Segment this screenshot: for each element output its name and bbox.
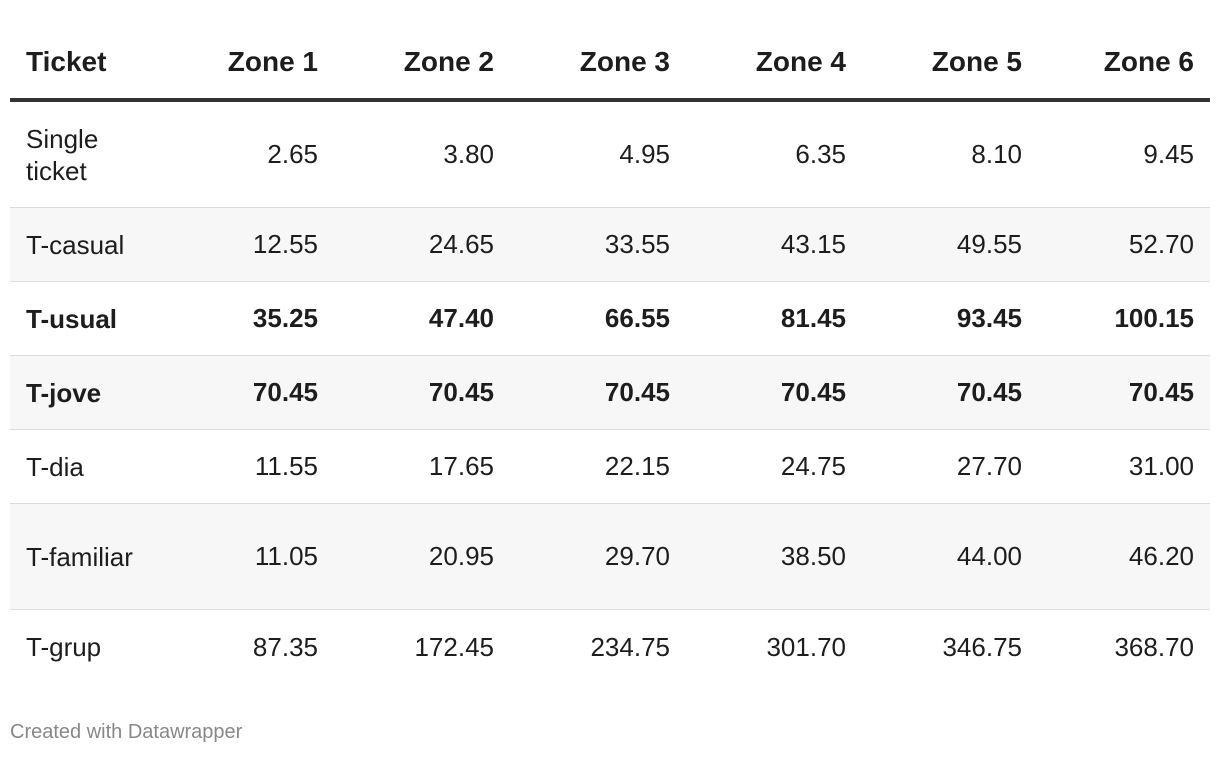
table-cell: 22.15 [510,429,686,504]
table-cell: 172.45 [414,631,494,662]
table-cell: 70.45 [686,355,862,430]
table-cell: 33.55 [510,207,686,282]
table-row-t-grup: T-grup 87.35 172.45 234.75 301.70 346.75… [10,610,1210,685]
row-label: Single ticket [10,100,158,208]
fare-table-container: Ticket Zone 1 Zone 2 Zone 3 Zone 4 Zone … [10,26,1210,684]
row-label: T-dia [10,429,158,504]
column-header-zone-2: Zone 2 [334,26,510,102]
table-cell: 24.75 [686,429,862,504]
table-cell: 6.35 [686,100,862,208]
table-cell: 234.75 [590,631,670,662]
table-row-single-ticket: Single ticket 2.65 3.80 4.95 6.35 8.10 9… [10,100,1210,208]
table-cell: 368.70 [1114,631,1194,662]
table-row-t-usual: T-usual 35.25 47.40 66.55 81.45 93.45 10… [10,281,1210,356]
table-cell: 11.55 [158,429,334,504]
table-cell: 81.45 [686,281,862,356]
column-header-zone-1: Zone 1 [158,26,334,102]
table-cell: 87.35 [252,631,318,662]
fare-table: Ticket Zone 1 Zone 2 Zone 3 Zone 4 Zone … [10,26,1210,684]
table-cell: 70.45 [862,355,1038,430]
table-row-t-casual: T-casual 12.55 24.65 33.55 43.15 49.55 5… [10,207,1210,282]
table-cell: 70.45 [510,355,686,430]
table-cell: 31.00 [1038,429,1210,504]
datawrapper-credit: Created with Datawrapper [10,721,243,743]
table-cell: 346.75 [942,631,1022,662]
row-label: T-usual [10,281,158,356]
table-cell: 20.95 [334,503,510,610]
table-cell: 17.65 [334,429,510,504]
table-cell: 301.70 [766,631,846,662]
table-cell: 43.15 [686,207,862,282]
table-cell: 70.45 [1038,355,1210,430]
table-cell: 70.45 [334,355,510,430]
table-cell: 47.40 [334,281,510,356]
table-cell: 12.55 [158,207,334,282]
table-cell: 52.70 [1038,207,1210,282]
table-cell: 70.45 [158,355,334,430]
header-row: Ticket Zone 1 Zone 2 Zone 3 Zone 4 Zone … [10,26,1210,102]
row-label: T-grup [26,632,102,662]
table-cell: 49.55 [862,207,1038,282]
row-label: T-casual [10,207,158,282]
table-cell: 3.80 [334,100,510,208]
table-cell: 8.10 [862,100,1038,208]
row-label: T-jove [10,355,158,430]
table-cell: 11.05 [158,503,334,610]
table-row-t-jove: T-jove 70.45 70.45 70.45 70.45 70.45 70.… [10,355,1210,430]
table-cell: 4.95 [510,100,686,208]
column-header-zone-6: Zone 6 [1038,26,1210,102]
table-cell: 44.00 [862,503,1038,610]
table-row-t-familiar: T-familiar 11.05 20.95 29.70 38.50 44.00… [10,503,1210,610]
table-cell: 46.20 [1038,503,1210,610]
table-cell: 2.65 [158,100,334,208]
row-label: T-familiar [10,503,158,610]
table-cell: 66.55 [510,281,686,356]
table-cell: 38.50 [686,503,862,610]
column-header-zone-5: Zone 5 [862,26,1038,102]
table-cell: 100.15 [1038,281,1210,356]
table-row-t-dia: T-dia 11.55 17.65 22.15 24.75 27.70 31.0… [10,429,1210,504]
column-header-zone-4: Zone 4 [686,26,862,102]
column-header-zone-3: Zone 3 [510,26,686,102]
table-cell: 93.45 [862,281,1038,356]
table-cell: 9.45 [1038,100,1210,208]
table-cell: 27.70 [862,429,1038,504]
table-cell: 24.65 [334,207,510,282]
column-header-ticket: Ticket [10,26,158,102]
table-cell: 29.70 [510,503,686,610]
table-cell: 35.25 [158,281,334,356]
